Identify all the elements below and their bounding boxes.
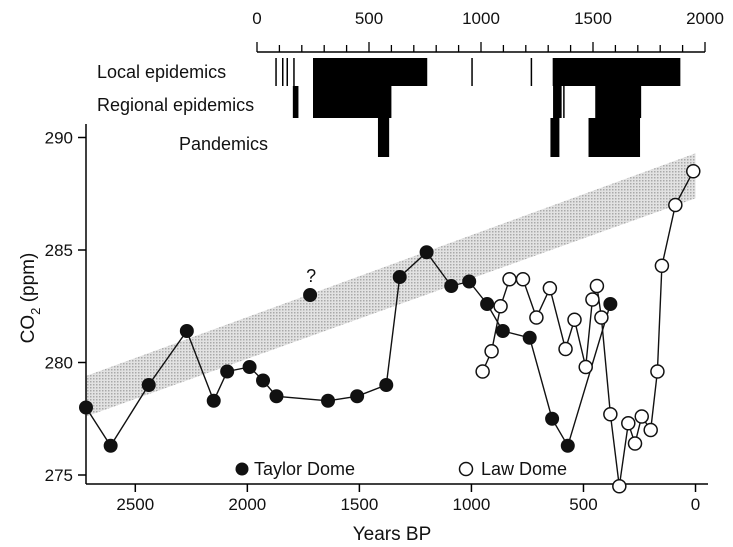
epidemics-panel: [275, 58, 681, 157]
x-tick-label-2: 1500: [340, 495, 378, 514]
taylor-dome-point-18: [522, 330, 537, 345]
taylor-dome-point-9: [321, 393, 336, 408]
law-dome-point-12: [594, 310, 609, 325]
taylor-dome-point-12: [392, 270, 407, 284]
taylor-dome-point-6: [242, 360, 257, 374]
law-dome-point-16: [627, 436, 643, 451]
top-axis-tick-label-4: 2000: [686, 9, 724, 28]
law-dome-point-19: [650, 364, 665, 379]
taylor-dome-point-20: [560, 438, 575, 453]
taylor-dome-point-0: [79, 400, 93, 415]
taylor-dome-point-13: [419, 245, 434, 260]
local-epidemics-label: Local epidemics: [97, 62, 226, 82]
taylor-dome-point-8: [269, 389, 284, 404]
pandemics-label: Pandemics: [179, 134, 268, 154]
x-tick-label-0: 2500: [116, 495, 154, 514]
x-tick-label-4: 500: [569, 495, 597, 514]
regional-epidemics-label: Regional epidemics: [97, 95, 254, 115]
x-tick-label-3: 1000: [453, 495, 491, 514]
x-axis-title: Years BP: [353, 524, 432, 545]
local-epidemic-block-0: [313, 58, 428, 86]
data-series: [79, 164, 701, 494]
y-axis-title-subscript: 2: [28, 308, 43, 315]
law-dome-point-0: [475, 364, 490, 379]
law-dome-point-2: [493, 299, 508, 314]
trend-band-shape: [86, 153, 696, 417]
taylor-dome-point-16: [480, 297, 495, 311]
y-tick-label-3: 290: [45, 129, 73, 148]
pandemics-epidemic-block-0: [377, 118, 390, 157]
pandemics-epidemic-block-1: [550, 118, 560, 157]
legend: Taylor Dome Law Dome: [235, 459, 567, 479]
taylor-dome-point-5: [220, 364, 235, 379]
taylor-dome-point-11: [379, 378, 394, 392]
regional-epidemic-block-0: [292, 86, 299, 118]
y-axis-title-unit: (ppm): [18, 253, 39, 308]
law-dome-point-13: [603, 407, 618, 422]
law-dome-point-6: [542, 281, 558, 296]
taylor-dome-point-7: [256, 373, 271, 388]
law-dome-point-3: [502, 272, 517, 287]
law-dome-point-4: [515, 272, 531, 287]
law-dome-point-8: [567, 312, 582, 327]
top-axis-tick-label-2: 1000: [462, 9, 500, 28]
law-dome-point-15: [621, 416, 636, 431]
axes: 2500 2000 1500 1000 500 0 275 280 285 290 0 500 1000…: [45, 9, 724, 514]
legend-label-taylor-dome: Taylor Dome: [254, 459, 355, 479]
pandemics-epidemic-block-2: [588, 118, 641, 157]
law-dome-point-17: [634, 409, 649, 424]
y-tick-label-1: 280: [45, 354, 73, 373]
law-dome-point-10: [585, 292, 600, 307]
y-axis-title-main: CO: [18, 315, 39, 344]
law-dome-point-1: [484, 344, 499, 359]
taylor-dome-point-17: [495, 324, 510, 338]
legend-marker-law-dome: [458, 461, 474, 477]
law-dome-point-18: [643, 422, 658, 438]
taylor-dome-point-21: [603, 297, 618, 311]
law-dome-point-14: [612, 479, 627, 494]
law-dome-point-5: [529, 310, 544, 325]
top-axis-tick-label-0: 0: [252, 9, 261, 28]
taylor-dome-point-4: [206, 393, 221, 408]
taylor-dome-point-2: [141, 378, 156, 392]
law-dome-point-9: [578, 359, 593, 375]
top-axis-tick-label-3: 1500: [574, 9, 612, 28]
y-tick-label-0: 275: [45, 466, 73, 485]
taylor-dome-point-14: [444, 279, 459, 293]
y-axis-title: CO2 (ppm): [18, 253, 43, 344]
law-dome-point-22: [686, 164, 701, 179]
local-epidemic-block-1: [552, 58, 681, 86]
law-dome-point-7: [558, 341, 573, 357]
y-tick-label-2: 285: [45, 241, 73, 260]
taylor-dome-point-10: [350, 389, 365, 404]
x-tick-label-5: 0: [691, 495, 700, 514]
taylor-dome-outlier-point: [303, 288, 318, 302]
trend-band: [86, 153, 696, 417]
law-dome-point-11: [589, 278, 605, 294]
law-dome-point-20: [654, 258, 670, 273]
outlier-question-mark: ?: [306, 266, 316, 286]
legend-marker-taylor-dome: [235, 462, 249, 476]
taylor-dome-point-1: [103, 438, 118, 453]
regional-epidemic-block-3: [595, 86, 642, 118]
x-tick-label-1: 2000: [228, 495, 266, 514]
legend-label-law-dome: Law Dome: [481, 459, 567, 479]
taylor-dome-point-3: [179, 324, 194, 338]
regional-epidemic-block-1: [313, 86, 392, 118]
taylor-dome-point-15: [462, 274, 477, 289]
law-dome-point-21: [668, 197, 683, 213]
top-axis-tick-label-1: 500: [355, 9, 383, 28]
taylor-dome-point-19: [545, 411, 560, 426]
taylor-dome-line: [85, 251, 612, 448]
